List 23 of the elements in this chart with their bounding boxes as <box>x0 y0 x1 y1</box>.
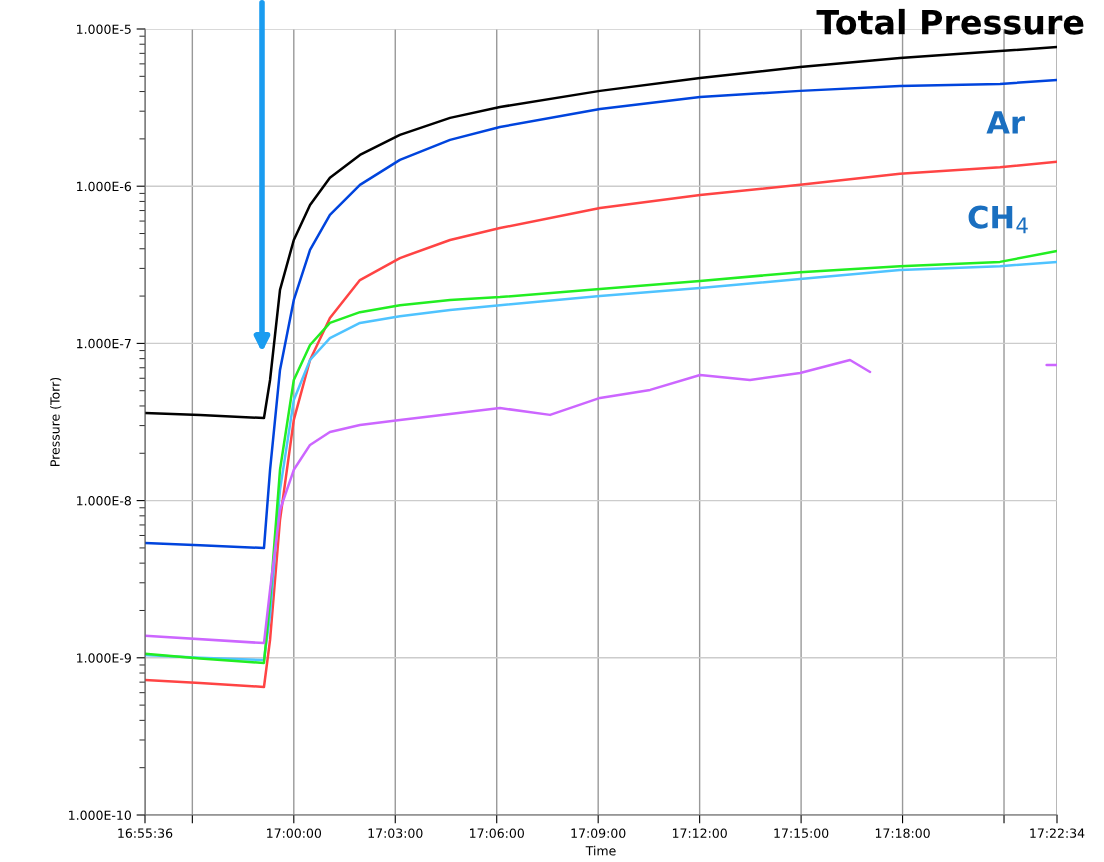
y-tick-label: 1.000E-6 <box>77 181 132 192</box>
y-tick-label: 1.000E-8 <box>77 496 131 506</box>
y-axis-title: Pressure (Torr) <box>50 377 62 466</box>
annotation: Ar <box>986 111 1025 134</box>
x-tick-label: 16:55:36 <box>118 828 173 838</box>
y-tick-label: 1.000E-9 <box>77 653 131 663</box>
x-tick-label: 17:22:34 <box>1030 828 1085 838</box>
x-tick-label: 17:12:00 <box>672 828 727 838</box>
line-series <box>145 45 1057 420</box>
line-series <box>145 160 1057 689</box>
y-tick-label: 1.000E-5 <box>77 24 131 34</box>
x-tick-label: 17:18:00 <box>875 828 930 838</box>
y-tick-label: 1.000E-7 <box>77 338 131 349</box>
x-tick-label: 17:06:00 <box>470 828 524 838</box>
line-series <box>145 78 1057 550</box>
annotation: Total Pressure <box>816 8 1084 35</box>
x-tick-label: 17:09:00 <box>571 828 626 838</box>
x-axis-title: Time <box>585 845 616 856</box>
y-tick-label: 1.000E-10 <box>69 810 131 820</box>
x-tick-label: 17:15:00 <box>774 828 829 838</box>
annotation: CH$_{4}$ <box>968 205 1028 234</box>
x-tick-label: 17:00:00 <box>267 828 322 838</box>
x-tick-label: 17:03:00 <box>368 828 423 838</box>
